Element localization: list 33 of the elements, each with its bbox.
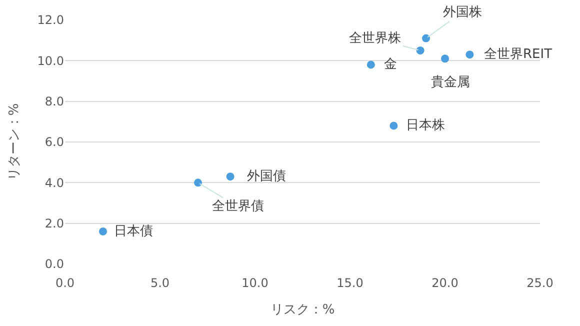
point xyxy=(416,46,424,54)
x-tick-label: 0.0 xyxy=(55,276,75,290)
y-tick-label: 0.0 xyxy=(44,257,64,272)
x-tick-label: 10.0 xyxy=(242,276,268,290)
annotation: 全世界REIT xyxy=(484,47,552,62)
annotation: 日本債 xyxy=(114,224,153,239)
annotation: 貴金属 xyxy=(431,75,470,90)
x-tick-label: 15.0 xyxy=(336,276,364,290)
point xyxy=(441,54,449,63)
annotation: 金 xyxy=(384,57,397,72)
x-axis-title: リスク：% xyxy=(270,302,335,318)
x-tick-label: 20.0 xyxy=(432,276,458,290)
point xyxy=(99,227,107,236)
point xyxy=(466,50,474,59)
y-tick-label: 6.0 xyxy=(44,135,64,150)
annotation: 日本株 xyxy=(406,118,445,133)
x-tick-label: 25.0 xyxy=(526,276,554,290)
y-tick-label: 4.0 xyxy=(44,176,64,190)
annotation: 外国株 xyxy=(443,5,482,20)
y-tick-label: 2.0 xyxy=(44,216,64,231)
y-tick-label: 10.0 xyxy=(37,54,64,68)
point xyxy=(422,34,430,42)
annotation: 全世界債 xyxy=(212,199,264,214)
point xyxy=(366,60,375,69)
y-tick-label: 12.0 xyxy=(37,13,64,28)
point xyxy=(390,122,398,130)
point xyxy=(194,178,202,187)
y-tick-label: 8.0 xyxy=(44,94,64,109)
point xyxy=(226,172,234,181)
x-tick-label: 5.0 xyxy=(150,276,170,290)
annotation: 外国債 xyxy=(247,169,286,184)
annotation: 全世界株 xyxy=(349,31,401,46)
y-axis-title: リターン：% xyxy=(7,103,22,181)
